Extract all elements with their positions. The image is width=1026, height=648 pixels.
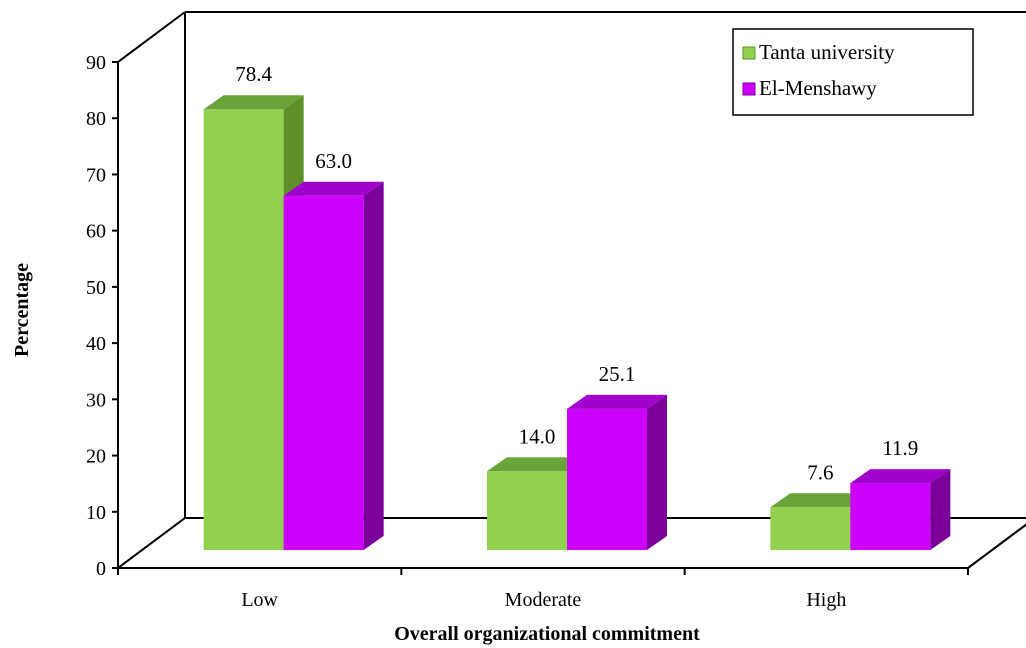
- legend-swatch: [742, 46, 756, 60]
- bar-side: [647, 394, 667, 550]
- legend-swatch: [742, 82, 756, 96]
- bar-side: [930, 469, 951, 550]
- y-tick-label: 80: [86, 108, 106, 130]
- x-axis-title: Overall organizational commitment: [394, 623, 700, 645]
- y-axis-title: Percentage: [11, 263, 33, 357]
- x-tick-label: High: [806, 589, 846, 611]
- y-tick-label: 50: [86, 277, 106, 299]
- data-label: 25.1: [599, 362, 636, 386]
- data-label: 78.4: [235, 62, 272, 86]
- bar: [203, 109, 284, 551]
- y-tick-label: 30: [86, 389, 106, 411]
- data-label: 14.0: [519, 424, 556, 448]
- x-tick-label: Moderate: [505, 589, 582, 611]
- bar: [850, 483, 931, 550]
- bar: [567, 408, 647, 550]
- bar-top: [850, 469, 951, 484]
- legend-box: [732, 28, 974, 116]
- bar-top: [203, 95, 304, 110]
- y-tick-label: 40: [86, 333, 106, 355]
- bar-top: [487, 457, 587, 472]
- legend-label: Tanta university: [759, 40, 895, 64]
- y-tick-label: 70: [86, 164, 106, 186]
- data-label: 63.0: [315, 149, 352, 173]
- bar-top: [283, 181, 384, 196]
- y-tick-label: 60: [86, 221, 106, 243]
- y-tick-label: 20: [86, 446, 106, 468]
- bar: [487, 471, 567, 550]
- bar-side: [363, 181, 384, 551]
- bars: [203, 95, 951, 551]
- legend: Tanta university El-Menshawy: [732, 28, 974, 116]
- x-tick-label: Low: [241, 589, 278, 611]
- side-top-edge: [117, 11, 186, 63]
- bar: [283, 195, 364, 551]
- data-label: 7.6: [807, 460, 833, 484]
- y-tick-label: 10: [86, 502, 106, 524]
- floor-right-edge: [967, 523, 1026, 569]
- data-label: 11.9: [882, 436, 918, 460]
- bar-top: [770, 493, 871, 508]
- y-tick-label: 90: [86, 52, 106, 74]
- bar: [770, 507, 851, 550]
- legend-label: El-Menshawy: [759, 76, 877, 100]
- data-labels: 78.4 63.0 14.0 25.1 7.6 11.9: [235, 62, 918, 484]
- y-tick-label: 0: [96, 558, 106, 580]
- bar-top: [567, 394, 667, 409]
